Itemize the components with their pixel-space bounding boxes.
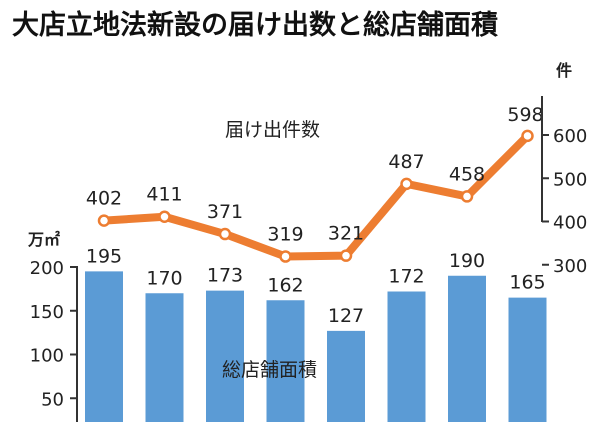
line-value-label-6: 458 (449, 163, 485, 185)
bar-5 (387, 291, 426, 422)
right-axis-unit: 件 (556, 61, 572, 80)
bar-value-label-4: 127 (328, 305, 364, 327)
bar-6 (448, 275, 486, 422)
bar-value-label-6: 190 (449, 250, 485, 272)
bar-7 (508, 297, 547, 422)
line-value-label-2: 371 (207, 201, 243, 223)
line-value-label-3: 319 (267, 224, 303, 246)
line-value-label-5: 487 (388, 151, 424, 173)
bar-4 (327, 330, 365, 422)
line-point-5 (400, 177, 413, 191)
line-point-0 (97, 214, 111, 227)
right-ticks: 300 400 500 600 (542, 126, 587, 277)
bar-1 (145, 293, 184, 422)
bar-value-label-2: 173 (207, 265, 243, 287)
bar-layer: 195 170 173 162 127 172 190 165 (85, 245, 547, 422)
line-point-6 (460, 190, 474, 203)
bar-value-label-5: 172 (388, 266, 424, 288)
line-layer: 402 411 371 319 321 487 458 598 (86, 104, 544, 263)
left-tick-label-50: 50 (41, 389, 64, 410)
bar-series-label: 総店舗面積 (222, 359, 317, 381)
right-tick-label-400: 400 (553, 213, 587, 234)
bar-0 (85, 271, 123, 422)
left-axis-unit: 万㎡ (27, 230, 60, 249)
bar-3 (266, 300, 305, 422)
line-value-label-7: 598 (507, 104, 543, 126)
right-axis: 件 300 400 500 600 (541, 61, 587, 277)
left-axis: 万㎡ 50 100 150 200 (27, 230, 78, 422)
bar-value-label-0: 195 (86, 245, 122, 267)
line-value-label-1: 411 (146, 184, 182, 206)
right-tick-label-500: 500 (553, 169, 587, 190)
line-point-3 (279, 250, 292, 263)
right-tick-label-600: 600 (553, 126, 587, 147)
bar-value-label-1: 170 (146, 267, 182, 289)
line-point-1 (158, 210, 171, 223)
line-point-7 (521, 129, 534, 143)
right-tick-label-300: 300 (553, 256, 587, 277)
line-value-label-4: 321 (328, 223, 364, 245)
bar-value-label-7: 165 (509, 272, 545, 294)
line-series-label: 届け出件数 (225, 119, 320, 141)
bar-2 (206, 290, 244, 422)
chart-title: 大店立地法新設の届け出数と総店舗面積 (12, 9, 498, 41)
left-ticks: 50 100 150 200 (30, 258, 77, 410)
bar-value-label-3: 162 (267, 274, 303, 296)
line-value-label-0: 402 (86, 188, 122, 210)
left-tick-label-100: 100 (30, 346, 64, 367)
left-tick-label-150: 150 (30, 302, 64, 323)
left-tick-label-200: 200 (30, 258, 64, 279)
line-point-2 (218, 227, 232, 241)
line-point-4 (339, 249, 353, 262)
line-path (103, 133, 531, 261)
